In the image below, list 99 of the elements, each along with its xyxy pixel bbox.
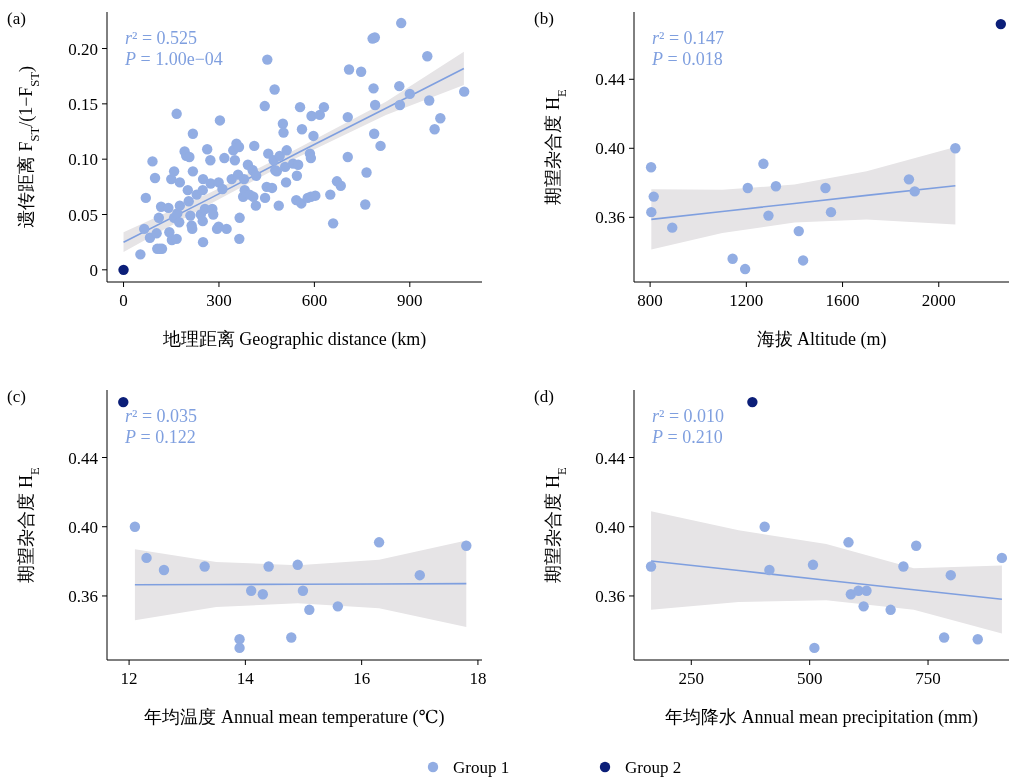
point	[764, 564, 775, 576]
x-tick-label: 2000	[921, 291, 956, 310]
point	[950, 143, 961, 154]
annotation: P = 0.018	[651, 49, 723, 69]
point	[286, 632, 297, 643]
point	[807, 559, 819, 571]
x-axis-title: 海拔 Altitude (m)	[756, 329, 887, 350]
annotation: r² = 0.147	[652, 28, 725, 48]
y-tick-label: 0.44	[595, 448, 626, 468]
y-tick-label: 0.15	[68, 94, 98, 114]
point	[759, 521, 770, 532]
point	[843, 537, 854, 548]
point	[909, 186, 920, 197]
x-tick-label: 14	[236, 669, 255, 688]
y-tick-label: 0.36	[595, 586, 625, 606]
point	[727, 253, 738, 264]
chart-title: (c)	[7, 387, 26, 406]
point	[461, 540, 472, 551]
point	[645, 162, 657, 173]
y-tick-label: 0.36	[595, 208, 625, 228]
point	[234, 642, 245, 654]
x-axis-title: 地理距离 Geographic distance (km)	[161, 329, 427, 350]
x-axis-title: 年均温度 Annual mean temperature (℃)	[144, 707, 445, 728]
point	[234, 634, 245, 645]
point	[995, 18, 1007, 30]
point	[129, 521, 141, 532]
point	[858, 601, 869, 612]
y-tick-label: 0.40	[68, 517, 98, 537]
point	[158, 564, 170, 576]
x-tick-label: 500	[796, 669, 823, 688]
point	[797, 255, 809, 266]
point	[903, 174, 915, 185]
point	[118, 396, 129, 408]
annotation: r² = 0.525	[125, 28, 198, 48]
x-tick-label: 900	[397, 291, 423, 310]
point	[257, 589, 269, 600]
x-tick-label: 250	[678, 669, 705, 688]
legend-label: Group 1	[453, 758, 510, 777]
point	[758, 158, 769, 170]
y-tick-label: 0.44	[595, 70, 626, 90]
annotation: r² = 0.035	[125, 406, 198, 426]
point	[945, 569, 956, 581]
x-tick-label: 300	[206, 291, 232, 310]
point	[770, 181, 782, 192]
point	[648, 191, 659, 202]
x-tick-label: 600	[301, 291, 328, 310]
y-tick-label: 0.05	[68, 205, 98, 225]
x-tick-label: 18	[469, 669, 487, 688]
point	[414, 569, 425, 581]
chart-title: (b)	[534, 9, 554, 28]
point	[809, 642, 820, 654]
y-tick-label: 0	[89, 260, 98, 280]
y-tick-label: 0.40	[595, 139, 625, 159]
annotation: P = 1.00e−04	[124, 49, 223, 69]
point	[645, 561, 657, 572]
x-tick-label: 0	[119, 291, 128, 310]
x-tick-label: 12	[120, 669, 138, 688]
y-tick-label: 0.44	[68, 448, 99, 468]
point	[763, 210, 774, 221]
point	[742, 182, 753, 194]
point	[297, 585, 309, 596]
point	[938, 632, 950, 643]
x-tick-label: 1600	[825, 291, 860, 310]
annotation: r² = 0.010	[652, 406, 725, 426]
point	[739, 263, 751, 275]
x-tick-label: 750	[915, 669, 941, 688]
x-tick-label: 800	[637, 291, 663, 310]
x-axis-title: 年均降水 Annual mean precipitation (mm)	[665, 707, 978, 728]
point	[793, 225, 804, 237]
point	[820, 182, 831, 194]
point	[292, 559, 303, 571]
point	[373, 537, 385, 548]
point	[825, 206, 837, 218]
point	[972, 634, 983, 645]
point	[861, 585, 872, 596]
x-tick-label: 1200	[729, 291, 764, 310]
chart-title: (d)	[534, 387, 554, 406]
y-tick-label: 0.10	[68, 150, 98, 170]
y-tick-label: 0.20	[68, 39, 98, 59]
y-tick-label: 0.40	[595, 517, 625, 537]
point	[911, 540, 922, 551]
point	[885, 604, 896, 616]
chart-title: (a)	[7, 9, 26, 28]
point	[304, 604, 315, 616]
annotation: P = 0.122	[124, 427, 196, 447]
x-tick-label: 16	[353, 669, 371, 688]
y-tick-label: 0.36	[68, 586, 98, 606]
annotation: P = 0.210	[651, 427, 723, 447]
point	[141, 552, 152, 564]
point	[667, 222, 678, 233]
point	[199, 561, 210, 572]
point	[747, 396, 758, 408]
point	[996, 552, 1008, 564]
point	[646, 206, 657, 218]
point	[332, 601, 344, 612]
point	[263, 561, 274, 572]
point	[898, 561, 909, 572]
legend-label: Group 2	[625, 758, 682, 777]
point	[245, 585, 257, 596]
